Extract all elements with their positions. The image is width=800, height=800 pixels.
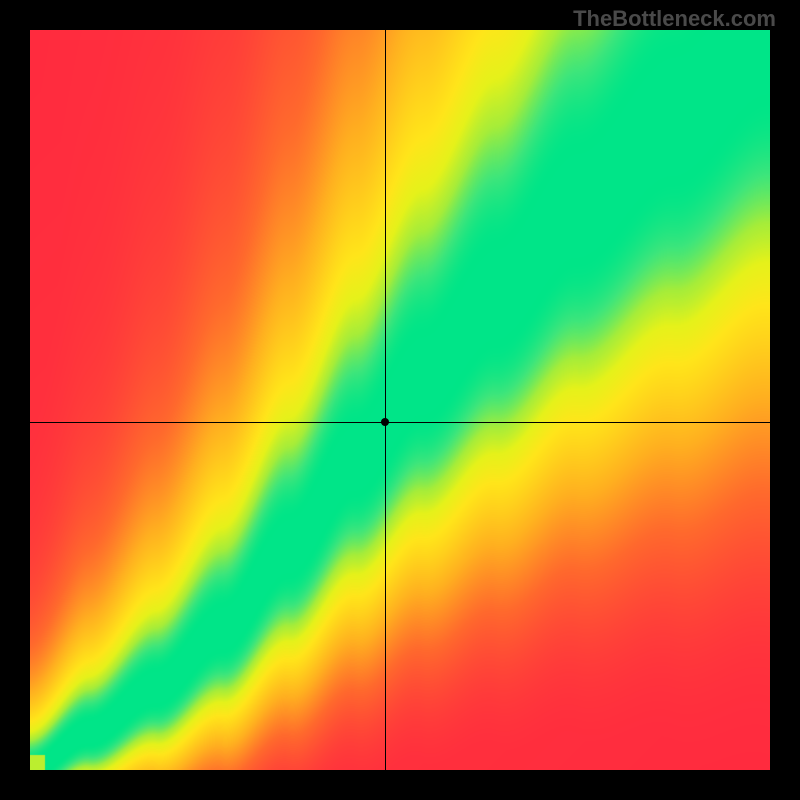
heatmap-canvas [30,30,770,770]
crosshair-marker [381,418,389,426]
watermark-text: TheBottleneck.com [573,6,776,32]
crosshair-horizontal [30,422,770,423]
outer-frame: TheBottleneck.com [0,0,800,800]
crosshair-vertical [385,30,386,770]
heatmap-plot [30,30,770,770]
